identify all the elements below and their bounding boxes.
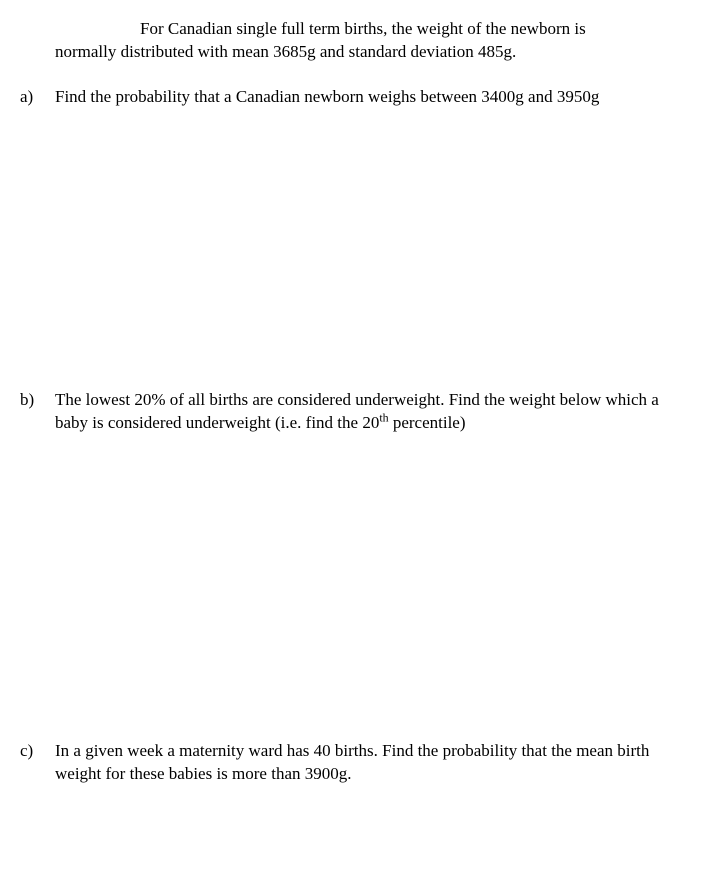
question-a-label: a) <box>20 86 55 109</box>
question-b-part2: percentile) <box>389 413 466 432</box>
question-b-part1: The lowest 20% of all births are conside… <box>55 390 659 432</box>
intro-line-1: For Canadian single full term births, th… <box>55 18 675 41</box>
question-b-superscript: th <box>379 410 388 424</box>
question-b-text: The lowest 20% of all births are conside… <box>55 389 675 435</box>
intro-line-2: normally distributed with mean 3685g and… <box>55 41 675 64</box>
question-a: a) Find the probability that a Canadian … <box>20 86 675 109</box>
question-b: b) The lowest 20% of all births are cons… <box>20 389 675 435</box>
question-a-text: Find the probability that a Canadian new… <box>55 86 675 109</box>
question-b-label: b) <box>20 389 55 412</box>
question-c-text: In a given week a maternity ward has 40 … <box>55 740 675 786</box>
question-c-label: c) <box>20 740 55 763</box>
question-c: c) In a given week a maternity ward has … <box>20 740 675 786</box>
problem-intro: For Canadian single full term births, th… <box>20 18 675 64</box>
